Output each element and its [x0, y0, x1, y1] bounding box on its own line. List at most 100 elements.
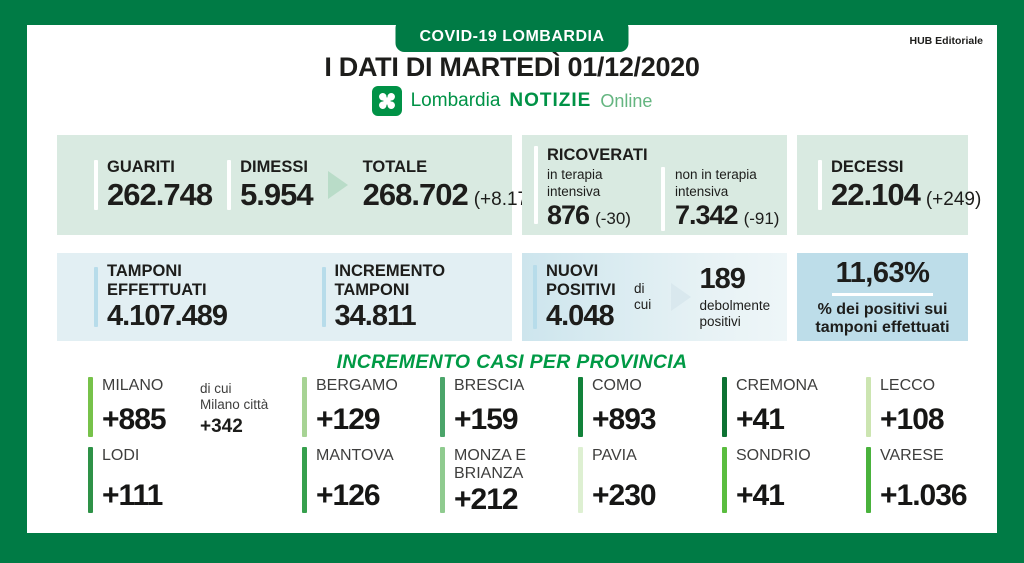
- tamponi-effettuati-label: TAMPONI EFFETTUATI: [107, 262, 207, 299]
- province-color-bar: [866, 447, 871, 513]
- province-brescia: BRESCIA +159: [440, 377, 524, 437]
- milano-extra-line1: di cui: [200, 381, 232, 396]
- accent-bar: [94, 159, 98, 210]
- province-name: VARESE: [880, 447, 944, 464]
- infographic-canvas: COVID-19 LOMBARDIA HUB Editoriale I DATI…: [27, 19, 997, 533]
- totale-value: 268.702: [362, 176, 469, 212]
- province-monza-e-brianza: MONZA E BRIANZA +212: [440, 447, 542, 516]
- di-cui-label: di cui: [633, 280, 652, 312]
- logo-region-text: Lombardia: [410, 90, 501, 111]
- province-name: MANTOVA: [316, 447, 394, 464]
- province-bergamo: BERGAMO +129: [302, 377, 398, 437]
- divider-bar: [661, 167, 665, 231]
- province-name: COMO: [592, 377, 642, 394]
- arrow-right-icon: [327, 171, 348, 199]
- terapia-intensiva-label: in terapia intensiva: [547, 167, 603, 199]
- province-color-bar: [866, 377, 871, 437]
- province-color-bar: [88, 447, 93, 513]
- province-name: MONZA E BRIANZA: [454, 447, 527, 482]
- nuovi-positivi-label: NUOVI POSITIVI: [546, 262, 616, 299]
- province-value: +41: [736, 479, 785, 512]
- publisher-credit: HUB Editoriale: [909, 35, 983, 47]
- province-color-bar: [440, 377, 445, 437]
- province-value: +893: [592, 403, 657, 436]
- dimessi-label: DIMESSI: [240, 158, 308, 177]
- tamponi-effettuati-stat: TAMPONI EFFETTUATI 4.107.489: [57, 262, 285, 332]
- logo-suffix-text: Online: [600, 90, 653, 111]
- tamponi-box: TAMPONI EFFETTUATI 4.107.489 INCREMENTO …: [57, 253, 512, 341]
- accent-bar: [534, 146, 538, 224]
- incremento-tamponi-label: INCREMENTO TAMPONI: [334, 262, 446, 299]
- province-value: +111: [102, 479, 163, 512]
- decessi-value: 22.104: [831, 176, 921, 212]
- lombardia-notizie-logo: Lombardia NOTIZIE Online: [27, 86, 997, 116]
- province-value: +212: [454, 482, 519, 516]
- decessi-label: DECESSI: [831, 158, 904, 177]
- arrow-right-icon: [670, 283, 691, 311]
- covid-lombardia-badge: COVID-19 LOMBARDIA: [395, 19, 629, 52]
- province-cremona: CREMONA +41: [722, 377, 818, 437]
- debolmente-positivi-label: debolmente positivi: [699, 297, 771, 329]
- guariti-label: GUARITI: [107, 158, 175, 177]
- percentuale-value: 11,63%: [831, 257, 934, 296]
- terapia-intensiva-delta: (-30): [595, 208, 631, 228]
- percentuale-label: % dei positivi sui tamponi effettuati: [815, 300, 950, 336]
- non-terapia-intensiva-value: 7.342: [675, 199, 739, 230]
- incremento-tamponi-stat: INCREMENTO TAMPONI 34.811: [285, 262, 513, 333]
- province-value: +1.036: [880, 479, 968, 512]
- dimessi-stat: DIMESSI 5.954: [227, 158, 314, 212]
- dimessi-value: 5.954: [240, 176, 314, 212]
- incremento-tamponi-value: 34.811: [334, 300, 417, 333]
- accent-bar: [94, 267, 98, 327]
- guariti-stat: GUARITI 262.748: [94, 158, 213, 212]
- debolmente-positivi-stat: 189 debolmente positivi: [700, 264, 787, 330]
- province-name: LODI: [102, 447, 140, 464]
- nuovi-positivi-box: NUOVI POSITIVI 4.048 di cui 189 debolmen…: [522, 253, 787, 341]
- milano-extra-line2: Milano città: [200, 397, 269, 413]
- accent-bar: [321, 267, 326, 327]
- province-name: BRESCIA: [454, 377, 525, 394]
- nuovi-positivi-value: 4.048: [546, 300, 615, 333]
- accent-bar: [227, 159, 232, 210]
- province-value: +885: [102, 403, 167, 436]
- province-name: BERGAMO: [316, 377, 398, 394]
- province-name: MILANO: [102, 377, 164, 394]
- province-value: +230: [592, 479, 657, 512]
- non-terapia-intensiva-stat: non in terapia intensiva 7.342 (-91): [675, 167, 781, 230]
- decessi-box: DECESSI 22.104 (+249): [797, 135, 981, 235]
- ricoverati-box: RICOVERATI in terapia intensiva 876 (-30…: [522, 135, 787, 235]
- province-como: COMO +893: [578, 377, 657, 437]
- non-terapia-intensiva-delta: (-91): [743, 208, 780, 228]
- province-color-bar: [722, 447, 727, 513]
- milano-extra-value: +342: [200, 416, 243, 438]
- page-title: I DATI DI MARTEDÌ 01/12/2020: [324, 52, 700, 82]
- accent-bar: [818, 160, 822, 210]
- province-color-bar: [440, 447, 445, 513]
- accent-bar: [533, 265, 537, 329]
- province-value: +129: [316, 403, 381, 436]
- percentuale-box: 11,63% % dei positivi sui tamponi effett…: [797, 253, 968, 341]
- province-value: +159: [454, 403, 519, 436]
- guariti-value: 262.748: [107, 176, 213, 212]
- ricoverati-label: RICOVERATI: [547, 146, 648, 164]
- province-varese: VARESE +1.036: [866, 447, 968, 513]
- province-name: LECCO: [880, 377, 936, 394]
- terapia-intensiva-stat: in terapia intensiva 876 (-30): [547, 167, 651, 230]
- province-color-bar: [722, 377, 727, 437]
- rosa-camuna-icon: [371, 86, 402, 116]
- province-value: +126: [316, 479, 381, 512]
- decessi-delta: (+249): [925, 188, 982, 210]
- milano-citta-detail: di cui Milano città +342: [200, 381, 268, 438]
- non-terapia-intensiva-label: non in terapia intensiva: [675, 167, 757, 199]
- debolmente-positivi-value: 189: [699, 263, 746, 296]
- province-value: +108: [880, 403, 945, 436]
- province-color-bar: [88, 377, 93, 437]
- province-milano: MILANO +885: [88, 377, 167, 437]
- province-color-bar: [302, 447, 307, 513]
- totals-box: GUARITI 262.748 DIMESSI 5.954 TOTALE 268…: [57, 135, 545, 235]
- province-lecco: LECCO +108: [866, 377, 945, 437]
- province-name: PAVIA: [592, 447, 637, 464]
- totale-stat: TOTALE 268.702 (+8.174): [363, 158, 545, 211]
- province-lodi: LODI +111: [88, 447, 163, 513]
